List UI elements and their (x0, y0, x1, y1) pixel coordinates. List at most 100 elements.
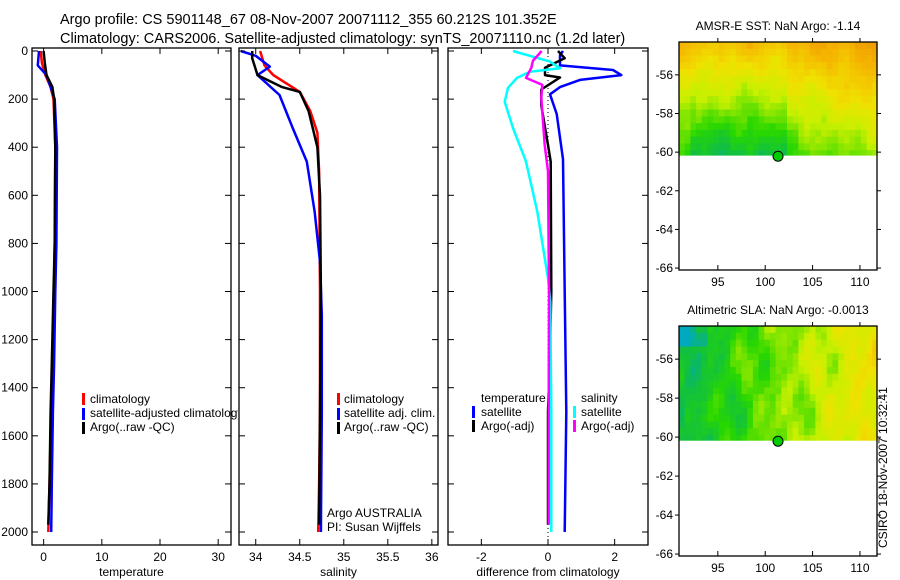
heatmap-cell (855, 366, 862, 375)
heatmap-cell (684, 387, 691, 395)
heatmap-cell (849, 428, 856, 436)
heatmap-cell (798, 326, 805, 334)
heatmap-cell (809, 387, 816, 395)
difference-series-temperature-argo-adj- (540, 50, 566, 525)
heatmap-cell (684, 129, 691, 138)
heatmap-cell (775, 48, 782, 57)
heatmap-cell (769, 339, 777, 347)
heatmap-cell (815, 339, 822, 347)
x-tick-label: 30 (212, 550, 226, 564)
heatmap-cell (764, 360, 771, 368)
heatmap-cell (724, 143, 731, 151)
heatmap-cell (809, 326, 816, 334)
heatmap-cell (821, 96, 828, 104)
heatmap-cell (752, 48, 760, 57)
heatmap-cell (713, 62, 720, 70)
heatmap-cell (769, 123, 777, 131)
heatmap-cell (775, 69, 782, 77)
heatmap-cell (713, 89, 720, 97)
heatmap-cell (775, 116, 782, 124)
x-tick-label: 0 (545, 550, 552, 564)
heatmap-cell (798, 428, 805, 436)
heatmap-cell (707, 421, 714, 429)
heatmap-cell (713, 75, 720, 84)
heatmap-cell (838, 102, 845, 111)
heatmap-cell (809, 407, 816, 416)
heatmap-cell (713, 346, 720, 354)
heatmap-cell (872, 366, 878, 375)
heatmap-cell (684, 62, 691, 70)
heatmap-cell (843, 346, 851, 354)
heatmap-cell (701, 48, 708, 57)
heatmap-cell (747, 75, 754, 84)
heatmap-cell (792, 109, 799, 117)
heatmap-cell (724, 150, 731, 156)
heatmap-cell (792, 42, 799, 50)
heatmap-cell (741, 102, 748, 111)
heatmap-cell (730, 428, 737, 436)
heatmap-cell (821, 387, 828, 395)
heatmap-cell (792, 69, 799, 77)
heatmap-cell (747, 435, 754, 441)
heatmap-cell (809, 69, 816, 77)
heatmap-cell (855, 387, 862, 395)
heatmap-cell (769, 136, 777, 145)
heatmap-cell (838, 339, 845, 347)
heatmap-cell (866, 96, 873, 104)
heatmap-cell (684, 55, 691, 63)
heatmap-cell (832, 69, 839, 77)
heatmap-cell (764, 428, 771, 436)
heatmap-cell (832, 82, 839, 90)
heatmap-cell (787, 339, 794, 347)
heatmap-cell (696, 435, 703, 441)
heatmap-cell (701, 373, 708, 382)
heatmap-cell (798, 143, 805, 151)
heatmap-cell (690, 346, 697, 354)
heatmap-cell (701, 332, 708, 341)
heatmap-cell (690, 69, 697, 77)
heatmap-cell (758, 129, 765, 138)
heatmap-cell (798, 360, 805, 368)
heatmap-cell (730, 48, 737, 57)
heatmap-cell (684, 401, 691, 409)
heatmap-cell (832, 136, 839, 145)
heatmap-cell (781, 387, 788, 395)
heatmap-cell (690, 380, 697, 388)
heatmap-cell (866, 353, 873, 361)
heatmap-cell (787, 89, 794, 97)
heatmap-cell (707, 373, 714, 382)
heatmap-cell (849, 407, 856, 416)
heatmap-cell (781, 414, 788, 423)
heatmap-cell (866, 143, 873, 151)
heatmap-cell (832, 394, 839, 402)
heatmap-cell (798, 109, 805, 117)
heatmap-cell (849, 414, 856, 423)
heatmap-cell (872, 428, 878, 436)
heatmap-cell (730, 150, 737, 156)
heatmap-cell (855, 380, 862, 388)
heatmap-cell (809, 109, 816, 117)
heatmap-cell (764, 380, 771, 388)
heatmap-cell (826, 109, 834, 117)
heatmap-cell (866, 380, 873, 388)
heatmap-cell (781, 353, 788, 361)
legend-swatch-sal-satellite (573, 406, 576, 418)
heatmap-cell (787, 42, 794, 50)
heatmap-cell (809, 353, 816, 361)
heatmap-cell (775, 387, 782, 395)
heatmap-cell (787, 123, 794, 131)
heatmap-cell (826, 48, 834, 57)
heatmap-cell (718, 326, 726, 334)
heatmap-cell (792, 102, 799, 111)
y-tick-label: 200 (8, 92, 28, 106)
heatmap-cell (764, 387, 771, 395)
heatmap-cell (701, 380, 708, 388)
heatmap-cell (821, 421, 828, 429)
heatmap-cell (707, 69, 714, 77)
credit-timestamp: CSIRO 18-Nov-2007 10:32:41 (876, 387, 890, 548)
heatmap-cell (747, 332, 754, 341)
heatmap-cell (707, 89, 714, 97)
heatmap-cell (804, 387, 811, 395)
heatmap-cell (769, 373, 777, 382)
heatmap-cell (730, 136, 737, 145)
